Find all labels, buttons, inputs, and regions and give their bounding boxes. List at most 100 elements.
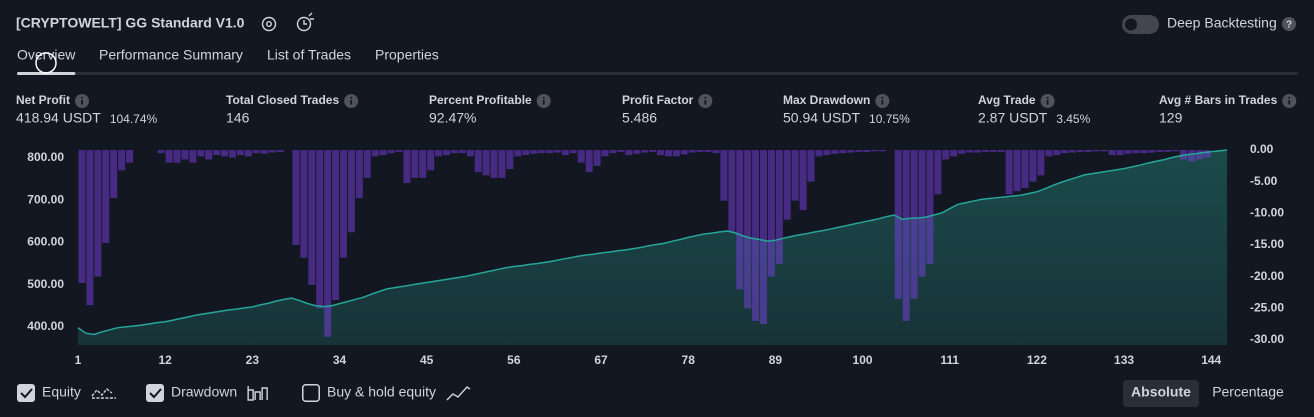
x-tick-label: 122 xyxy=(1027,353,1047,367)
deep-backtesting-toggle[interactable] xyxy=(1122,15,1159,34)
drawdown-bar xyxy=(474,150,482,173)
drawdown-bar xyxy=(1077,150,1084,152)
drawdown-bar xyxy=(1187,150,1195,162)
drawdown-bar xyxy=(720,150,728,201)
info-glyph xyxy=(81,100,83,105)
info-glyph xyxy=(1046,100,1049,105)
x-tick-label: 12 xyxy=(158,353,172,367)
drawdown-bar xyxy=(173,150,181,163)
drawdown-bar xyxy=(236,150,244,156)
drawdown-bar xyxy=(973,150,981,153)
tab[interactable]: List of Trades xyxy=(267,47,351,63)
drawdown-bar xyxy=(308,150,316,285)
x-tick-label: 133 xyxy=(1114,353,1134,367)
drawdown-bar xyxy=(633,150,641,154)
drawdown-bar xyxy=(371,150,379,157)
drawdown-bar xyxy=(728,150,736,233)
drawdown-bar xyxy=(894,150,902,299)
drawdown-bar xyxy=(157,150,165,154)
drawdown-bar xyxy=(498,150,506,178)
drawdown-bar xyxy=(538,150,546,154)
drawdown-bar xyxy=(292,150,300,245)
drawdown-bar xyxy=(752,150,760,321)
drawdown-bar xyxy=(530,150,538,154)
drawdown-bar xyxy=(1100,150,1108,152)
checkbox[interactable] xyxy=(302,384,320,402)
drawdown-bar xyxy=(625,150,633,156)
drawdown-bar xyxy=(1092,150,1100,152)
tab[interactable]: Properties xyxy=(375,47,439,63)
drawdown-bar xyxy=(664,150,672,157)
metric-label: Percent Profitable xyxy=(429,93,532,107)
drawdown-bar xyxy=(1069,150,1077,153)
drawdown-bar xyxy=(1037,150,1045,176)
x-tick-label: 89 xyxy=(769,353,783,367)
tab[interactable]: Performance Summary xyxy=(99,47,243,63)
metric-value: 2.87 USDT xyxy=(978,110,1048,126)
drawdown-bar xyxy=(316,150,324,309)
drawdown-bar xyxy=(870,150,878,152)
drawdown-bar xyxy=(767,150,775,277)
tab-track xyxy=(17,72,1298,75)
help-icon[interactable] xyxy=(1282,17,1296,31)
tab[interactable]: Overview xyxy=(17,47,76,63)
drawdown-bar xyxy=(197,150,205,157)
drawdown-bar xyxy=(791,150,799,201)
mode-button[interactable]: Percentage xyxy=(1212,384,1284,400)
x-tick-label: 34 xyxy=(333,353,347,367)
settings-icon[interactable] xyxy=(261,16,277,32)
y2-tick-label: -30.00 xyxy=(1250,332,1284,346)
equity-line xyxy=(77,149,1228,336)
mode-button[interactable]: Absolute xyxy=(1131,384,1191,400)
checkbox[interactable] xyxy=(17,384,35,402)
y2-tick-label: -20.00 xyxy=(1250,269,1284,283)
mode-button-active[interactable] xyxy=(1123,380,1199,407)
metric-value: 418.94 USDT xyxy=(16,110,101,126)
toggle-label: Drawdown xyxy=(171,384,237,400)
drawdown-bar xyxy=(1108,150,1116,156)
drawdown-bar xyxy=(205,150,213,160)
y-tick-label: 800.00 xyxy=(27,150,64,164)
drawdown-bar xyxy=(1156,150,1164,152)
drawdown-bar xyxy=(181,150,189,160)
toggle-icon xyxy=(91,388,116,399)
drawdown-bar xyxy=(696,150,704,152)
drawdown-bar xyxy=(744,150,752,309)
drawdown-bar xyxy=(363,150,371,178)
drawdown-bar xyxy=(1195,150,1203,160)
drawdown-bar xyxy=(553,150,561,153)
mouse-cursor xyxy=(35,52,57,74)
drawdown-bar xyxy=(966,150,974,153)
alert-icon[interactable] xyxy=(296,12,315,32)
drawdown-bar xyxy=(1053,150,1061,156)
drawdown-bar xyxy=(649,150,657,152)
metric-label: Avg # Bars in Trades xyxy=(1159,93,1278,107)
drawdown-bar xyxy=(680,150,688,155)
x-tick-label: 100 xyxy=(853,353,873,367)
toggle-knob xyxy=(1125,18,1137,31)
drawdown-bar xyxy=(260,150,268,154)
info-dot xyxy=(81,96,83,99)
drawdown-bar xyxy=(276,150,284,152)
drawdown-bar xyxy=(839,150,847,154)
drawdown-bar xyxy=(403,150,411,183)
drawdown-bar xyxy=(522,150,530,156)
y2-tick-label: 0.00 xyxy=(1250,142,1274,156)
toggle-label: Deep Backtesting xyxy=(1167,15,1277,31)
drawdown-bar xyxy=(783,150,791,220)
drawdown-bar xyxy=(1148,150,1156,153)
drawdown-bar xyxy=(126,150,134,163)
drawdown-bar xyxy=(435,150,443,157)
drawdown-bar xyxy=(704,150,712,152)
drawdown-bar xyxy=(252,150,260,154)
drawdown-bar xyxy=(807,150,815,182)
drawdown-bar xyxy=(926,150,934,264)
gear xyxy=(261,16,277,32)
drawdown-bar xyxy=(482,150,490,176)
checkbox[interactable] xyxy=(146,384,164,402)
drawdown-bar xyxy=(443,150,451,156)
area-layer xyxy=(78,150,1228,345)
drawdown-bar xyxy=(165,150,173,163)
drawdown-bar xyxy=(736,150,744,290)
drawdown-bar xyxy=(1140,150,1148,154)
